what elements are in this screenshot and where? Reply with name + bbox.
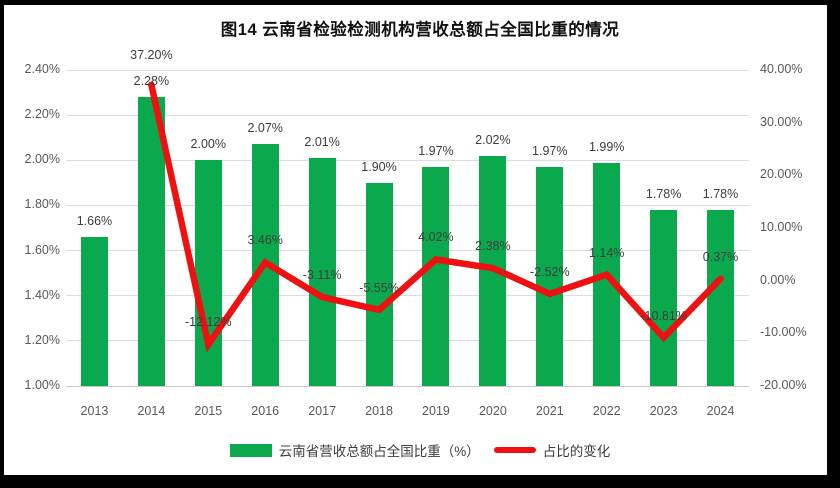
bar-value-label: 1.99% bbox=[588, 139, 625, 154]
line-value-label: 3.46% bbox=[247, 233, 283, 248]
left-axis-tick: 1.80% bbox=[24, 197, 60, 212]
bar-series-label: 云南省营收总额占全国比重（%） bbox=[278, 444, 480, 459]
bar-2019 bbox=[422, 167, 450, 386]
right-axis-tick: 20.00% bbox=[760, 167, 803, 182]
left-axis-tick: 1.20% bbox=[24, 332, 60, 347]
gridline bbox=[66, 69, 749, 71]
change-line-path bbox=[148, 81, 724, 353]
bar-value-label: 1.78% bbox=[645, 186, 682, 201]
line-series-label: 占比的变化 bbox=[542, 444, 611, 459]
bar-value-label: 2.07% bbox=[247, 121, 283, 136]
gridline bbox=[66, 340, 749, 342]
bar-2024 bbox=[707, 209, 735, 386]
x-axis-label-2021: 2021 bbox=[535, 404, 564, 418]
bar-value-label: 1.66% bbox=[76, 214, 113, 229]
x-axis-label-2019: 2019 bbox=[422, 404, 450, 418]
left-axis-tick: 2.20% bbox=[24, 107, 60, 122]
frame-border-left bbox=[0, 0, 4, 488]
x-axis-label-2016: 2016 bbox=[251, 404, 280, 418]
line-value-label: 0.37% bbox=[702, 249, 739, 264]
x-axis-label-2024: 2024 bbox=[706, 404, 735, 418]
left-axis-tick: 2.00% bbox=[24, 152, 60, 167]
line-value-label: 1.14% bbox=[588, 245, 625, 260]
line-value-label: -5.55% bbox=[359, 280, 399, 295]
bar-value-label: 2.00% bbox=[190, 137, 227, 152]
bar-2013 bbox=[80, 237, 108, 386]
bar-value-label: 1.78% bbox=[702, 186, 739, 201]
bar-2023 bbox=[650, 209, 678, 386]
x-axis-label-2023: 2023 bbox=[649, 404, 678, 418]
bar-value-label: 1.97% bbox=[532, 144, 568, 159]
left-axis-tick: 1.00% bbox=[24, 378, 60, 392]
chart-title: 图14 云南省检验检测机构营收总额占全国比重的情况 bbox=[220, 21, 620, 39]
left-axis-tick: 2.40% bbox=[24, 62, 60, 76]
frame-border-top bbox=[0, 0, 840, 5]
x-axis-label-2018: 2018 bbox=[365, 404, 393, 418]
line-value-label: -3.11% bbox=[302, 268, 342, 283]
x-axis-label-2022: 2022 bbox=[592, 404, 621, 418]
right-axis-tick: 10.00% bbox=[760, 220, 803, 234]
left-axis-tick: 1.40% bbox=[24, 287, 60, 302]
bar-2018 bbox=[365, 182, 393, 386]
frame-border-right bbox=[827, 0, 840, 488]
line-series-swatch bbox=[493, 447, 536, 453]
right-axis-tick: 0.00% bbox=[760, 272, 796, 287]
x-axis-label-2020: 2020 bbox=[478, 404, 507, 418]
line-value-label: -10.81% bbox=[640, 308, 687, 323]
left-axis-tick: 1.60% bbox=[24, 242, 60, 257]
right-axis-tick: 30.00% bbox=[760, 114, 803, 129]
gridline bbox=[66, 114, 749, 116]
bar-value-label: 1.97% bbox=[418, 144, 454, 159]
x-axis-label-2013: 2013 bbox=[80, 404, 109, 418]
gridline bbox=[66, 204, 749, 206]
bar-2014 bbox=[137, 97, 165, 386]
bar-value-label: 2.28% bbox=[133, 74, 170, 89]
right-axis-tick: -10.00% bbox=[760, 325, 807, 340]
bar-value-label: 2.02% bbox=[475, 132, 511, 147]
bar-value-label: 1.90% bbox=[361, 159, 397, 174]
right-axis-tick: -20.00% bbox=[760, 378, 807, 392]
bar-2017 bbox=[308, 158, 336, 386]
x-axis-label-2017: 2017 bbox=[308, 404, 337, 418]
x-axis-label-2015: 2015 bbox=[194, 404, 223, 418]
right-axis-tick: 40.00% bbox=[760, 62, 803, 76]
legend: 云南省营收总额占全国比重（%） 占比的变化 bbox=[0, 440, 840, 460]
line-value-label: 4.02% bbox=[418, 230, 454, 245]
bar-2021 bbox=[536, 167, 564, 386]
gridline bbox=[66, 250, 749, 252]
gridline bbox=[66, 295, 749, 297]
legend-item-line-series: 占比的变化 bbox=[493, 440, 611, 460]
x-axis-label-2014: 2014 bbox=[137, 404, 166, 418]
line-value-label: 2.38% bbox=[475, 239, 511, 254]
bar-series-swatch bbox=[229, 443, 272, 457]
line-value-label: -12.12% bbox=[185, 315, 232, 330]
line-value-label: 37.20% bbox=[130, 47, 173, 62]
legend-item-bar-series: 云南省营收总额占全国比重（%） bbox=[229, 440, 480, 460]
line-value-label: -2.52% bbox=[529, 264, 570, 279]
frame-border-bottom bbox=[0, 475, 840, 488]
gridline bbox=[66, 385, 749, 387]
gridline bbox=[66, 159, 749, 161]
bar-value-label: 2.01% bbox=[304, 135, 340, 150]
